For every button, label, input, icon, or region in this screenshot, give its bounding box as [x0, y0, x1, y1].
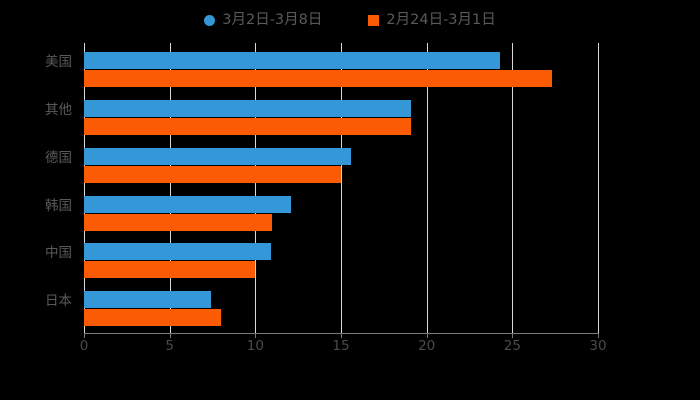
- bar[interactable]: [84, 213, 273, 231]
- x-tick-mark-30: [598, 333, 599, 338]
- x-tick-label-10: 10: [246, 338, 264, 354]
- bar[interactable]: [84, 195, 292, 213]
- x-tick-label-30: 30: [589, 338, 607, 354]
- legend-swatch-circle-icon: [204, 14, 216, 26]
- bar-group: 中国: [45, 237, 598, 285]
- x-tick-label-0: 0: [79, 338, 89, 354]
- y-tick-label-4: 中国: [45, 245, 72, 262]
- legend-label-series-0: 3月2日-3月8日: [222, 11, 323, 28]
- gridline-x-20: [426, 43, 428, 333]
- x-tick-label-5: 5: [165, 338, 174, 354]
- plot-area: 美国其他德国韩国中国日本 0 5 10 15 20 25 30: [45, 43, 607, 353]
- gridline-x-30: [598, 43, 599, 333]
- bar[interactable]: [84, 261, 256, 279]
- bar[interactable]: [84, 165, 341, 183]
- y-tick-label-1: 其他: [45, 101, 72, 118]
- x-tick-mark-15: [341, 333, 342, 338]
- bar[interactable]: [84, 99, 412, 117]
- bar[interactable]: [84, 243, 271, 261]
- y-tick-label-2: 德国: [45, 149, 72, 166]
- x-tick-mark-5: [169, 333, 171, 338]
- y-axis-line: [84, 43, 85, 336]
- bar-group: 日本: [45, 285, 598, 333]
- y-tick-label-0: 美国: [45, 54, 72, 70]
- bar-group: 韩国: [45, 190, 598, 238]
- legend-swatch-square-icon: [368, 14, 380, 26]
- gridline-x-25: [512, 43, 514, 333]
- bar[interactable]: [84, 309, 222, 327]
- legend-item-series-0[interactable]: 3月2日-3月8日: [204, 13, 322, 28]
- x-tick-mark-20: [426, 333, 428, 338]
- legend-label-series-1: 2月24日-3月1日: [386, 11, 496, 28]
- gridline-x-15: [341, 43, 342, 333]
- bar[interactable]: [84, 117, 412, 135]
- bar-group: 德国: [45, 142, 598, 190]
- x-tick-label-20: 20: [418, 338, 436, 354]
- bar[interactable]: [84, 147, 352, 165]
- bar[interactable]: [84, 70, 552, 87]
- x-tick-label-15: 15: [332, 338, 350, 354]
- bar[interactable]: [84, 52, 501, 69]
- y-tick-label-3: 韩国: [45, 197, 72, 214]
- chart-legend: 3月2日-3月8日 2月24日-3月1日: [0, 8, 700, 32]
- bar-group: 其他: [45, 94, 598, 142]
- bar[interactable]: [84, 291, 211, 309]
- x-tick-mark-10: [255, 333, 257, 338]
- gridline-x-5: [169, 43, 171, 333]
- y-tick-label-5: 日本: [45, 293, 72, 310]
- legend-item-series-1[interactable]: 2月24日-3月1日: [368, 11, 496, 28]
- x-tick-mark-0: [84, 333, 85, 338]
- x-tick-label-25: 25: [503, 338, 521, 354]
- bar-group: 美国: [45, 46, 598, 94]
- gridline-x-10: [255, 43, 257, 333]
- x-tick-mark-25: [512, 333, 514, 338]
